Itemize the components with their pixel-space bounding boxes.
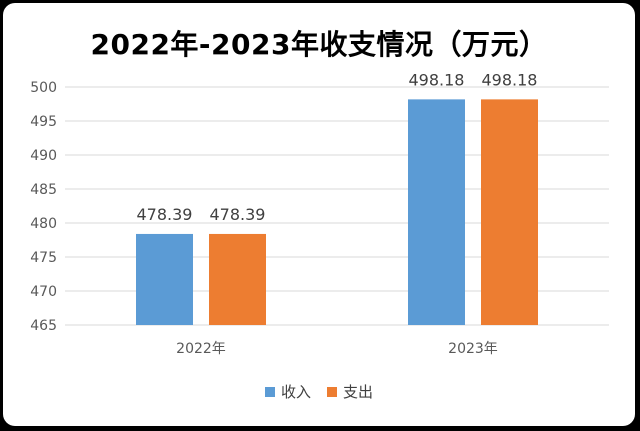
legend-label-income: 收入 — [280, 383, 311, 401]
y-tick-label: 500 — [30, 80, 57, 96]
y-tick-label: 495 — [30, 114, 57, 130]
data-label: 498.18 — [482, 70, 538, 89]
bars — [136, 99, 538, 325]
bar-income-1 — [408, 99, 465, 325]
y-tick-label: 475 — [30, 250, 57, 266]
y-tick-label: 485 — [30, 182, 57, 198]
bar-income-0 — [136, 233, 193, 325]
y-tick-label: 465 — [30, 318, 57, 334]
y-tick-label: 490 — [30, 148, 57, 164]
data-label: 478.39 — [210, 205, 266, 224]
data-label: 498.18 — [409, 70, 465, 89]
x-tick-label: 2023年 — [448, 341, 498, 357]
chart-title: 2022年-2023年收支情况（万元） — [90, 28, 548, 61]
x-tick-labels: 2022年 2023年 — [176, 341, 498, 357]
data-label: 478.39 — [137, 205, 193, 224]
bar-chart: 465 470 475 480 485 490 495 500 478.39 478.39 498… — [30, 70, 609, 357]
legend-item-income: 收入 — [264, 381, 311, 402]
y-tick-label: 470 — [30, 284, 57, 300]
bar-expense-1 — [481, 99, 538, 325]
data-labels: 478.39 478.39 498.18 498.18 — [137, 70, 538, 224]
legend-swatch-income — [264, 386, 275, 397]
legend-item-expense: 支出 — [327, 381, 373, 402]
chart-frame: 2022年-2023年收支情况（万元） 465 470 475 480 485 490 49… — [3, 3, 635, 426]
bar-expense-0 — [209, 233, 266, 325]
x-tick-label: 2022年 — [176, 341, 226, 357]
y-tick-label: 480 — [30, 216, 57, 232]
y-tick-labels: 465 470 475 480 485 490 495 500 — [30, 80, 57, 334]
legend-swatch-expense — [327, 386, 337, 397]
legend: 收入 支出 — [3, 381, 635, 402]
legend-label-expense: 支出 — [343, 383, 374, 401]
